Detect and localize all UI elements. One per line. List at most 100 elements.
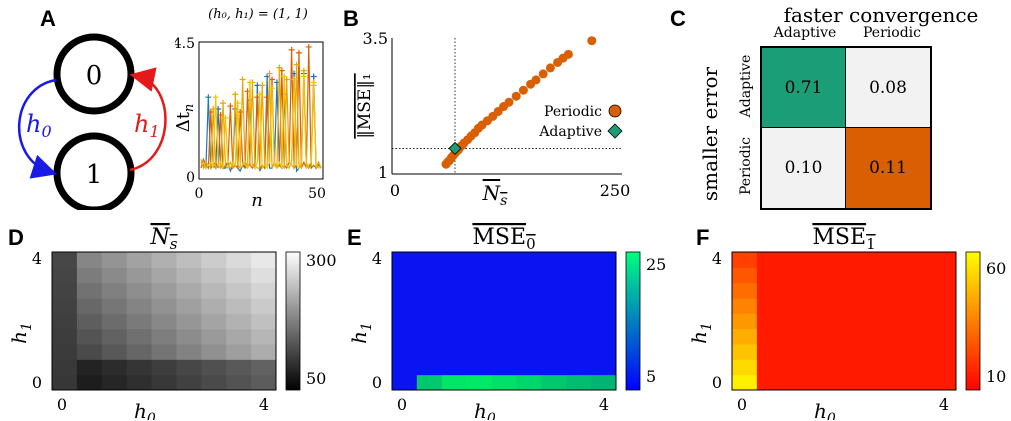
inset-marker <box>259 82 266 89</box>
heatmap-cell <box>251 359 277 376</box>
heatmap-cell <box>781 359 808 376</box>
heatmap-cell <box>151 298 177 314</box>
heatmap-cell <box>781 282 808 299</box>
heatmap-cell <box>441 252 468 268</box>
inset-marker <box>300 67 307 74</box>
scatter-xtick-right: 250 <box>600 181 631 200</box>
heatmap-cell <box>392 298 418 314</box>
heatmap-cell <box>881 282 907 299</box>
heatmap-cell <box>52 374 78 391</box>
heatmap-cell <box>781 328 808 345</box>
heatmap-cell <box>176 328 202 345</box>
heatmap-cell <box>831 313 857 330</box>
heatmap-cell <box>781 298 808 314</box>
heatmap-cell <box>491 374 517 391</box>
heatmap-frame <box>731 251 957 391</box>
scatter-point-periodic <box>518 85 528 95</box>
heatmap-cell <box>151 344 177 360</box>
transition-arrow-h0 <box>17 78 58 179</box>
state-label-1: 1 <box>86 160 103 190</box>
heatmap-cell <box>392 267 418 284</box>
heatmap-cell <box>781 313 808 330</box>
heatmap-cell <box>591 267 617 284</box>
inset-series-line-3 <box>200 76 322 170</box>
heatmap-cell <box>756 359 783 376</box>
heatmap-cell <box>906 328 932 345</box>
heatmap-xlabel: h0 <box>474 399 496 420</box>
heatmap-cell <box>416 252 443 268</box>
heatmap-cell <box>101 359 128 376</box>
heatmap-cell <box>541 328 567 345</box>
heatmap-cell <box>126 374 153 391</box>
heatmap-cell <box>491 267 517 284</box>
heatmap-cell <box>566 328 592 345</box>
inset-marker <box>295 49 302 56</box>
heatmap-ylabel: h1 <box>687 322 715 344</box>
heatmap-cell <box>732 359 758 376</box>
heatmap-cell <box>591 328 617 345</box>
heatmap-cell <box>392 328 418 345</box>
heatmap-cell <box>856 328 882 345</box>
matrix-ylabel: smaller error <box>698 66 722 202</box>
heatmap-ytick-bottom: 0 <box>32 373 42 392</box>
heatmap-cell <box>831 344 857 360</box>
heatmap-cell <box>516 374 542 391</box>
heatmap-frame <box>391 251 617 391</box>
heatmap-cell <box>566 313 592 330</box>
heatmap-cell <box>52 328 78 345</box>
heatmap-cell <box>806 359 833 376</box>
scatter-xtick-left: 0 <box>390 181 400 200</box>
edge-label-h0: h0 <box>26 110 52 141</box>
heatmap-cell <box>52 313 78 330</box>
inset-marker <box>300 73 307 80</box>
scatter-point-periodic <box>531 75 541 85</box>
heatmap-cell <box>466 344 493 360</box>
heatmap-ytick-bottom: 0 <box>372 373 382 392</box>
heatmap-cell <box>906 282 932 299</box>
heatmap-cell <box>856 267 882 284</box>
heatmap-cell <box>856 282 882 299</box>
heatmap-cell <box>151 267 177 284</box>
edge-label-h1: h1 <box>134 110 160 141</box>
heatmap-cell <box>441 267 468 284</box>
inset-marker <box>227 103 234 110</box>
heatmap-cell <box>806 252 833 268</box>
heatmap-xtick-left: 0 <box>57 395 67 414</box>
panel-label-b: B <box>343 6 359 31</box>
heatmap-cell <box>126 328 153 345</box>
heatmap-cell <box>541 313 567 330</box>
heatmap-cell <box>491 282 517 299</box>
heatmap-cell <box>516 359 542 376</box>
heatmap-cell <box>881 359 907 376</box>
heatmap-cell <box>516 267 542 284</box>
heatmap-cell <box>416 344 443 360</box>
heatmap-cell <box>881 298 907 314</box>
heatmap-cell <box>906 359 932 376</box>
heatmap-cell <box>806 328 833 345</box>
scatter-ytick-bottom: 1 <box>378 163 388 182</box>
heatmap-cell <box>591 313 617 330</box>
panel-label-d: D <box>8 225 24 250</box>
heatmap-cell <box>176 374 202 391</box>
heatmap-cell <box>126 344 153 360</box>
heatmap-cell <box>756 374 783 391</box>
inset-marker <box>220 100 227 107</box>
heatmap-cell <box>201 267 227 284</box>
heatmap-cell <box>566 359 592 376</box>
heatmap-cell <box>756 328 783 345</box>
heatmap-ylabel: h1 <box>7 322 35 344</box>
heatmap-cell <box>416 267 443 284</box>
heatmap-cell <box>101 298 128 314</box>
heatmap-cell <box>591 282 617 299</box>
inset-axes-frame <box>198 41 324 180</box>
heatmap-cell <box>566 282 592 299</box>
heatmap-cell <box>516 298 542 314</box>
heatmap-e: MSE0 4 00 4 h0 h1 25 5 <box>347 225 666 420</box>
heatmap-cell <box>176 359 202 376</box>
heatmap-cell <box>101 282 128 299</box>
inset-marker <box>293 61 300 68</box>
heatmap-cell <box>856 313 882 330</box>
colorbar-tick-bottom: 5 <box>646 367 656 386</box>
heatmap-cell <box>591 298 617 314</box>
matrix-cell-periodic-periodic: 0.11 <box>846 128 930 208</box>
